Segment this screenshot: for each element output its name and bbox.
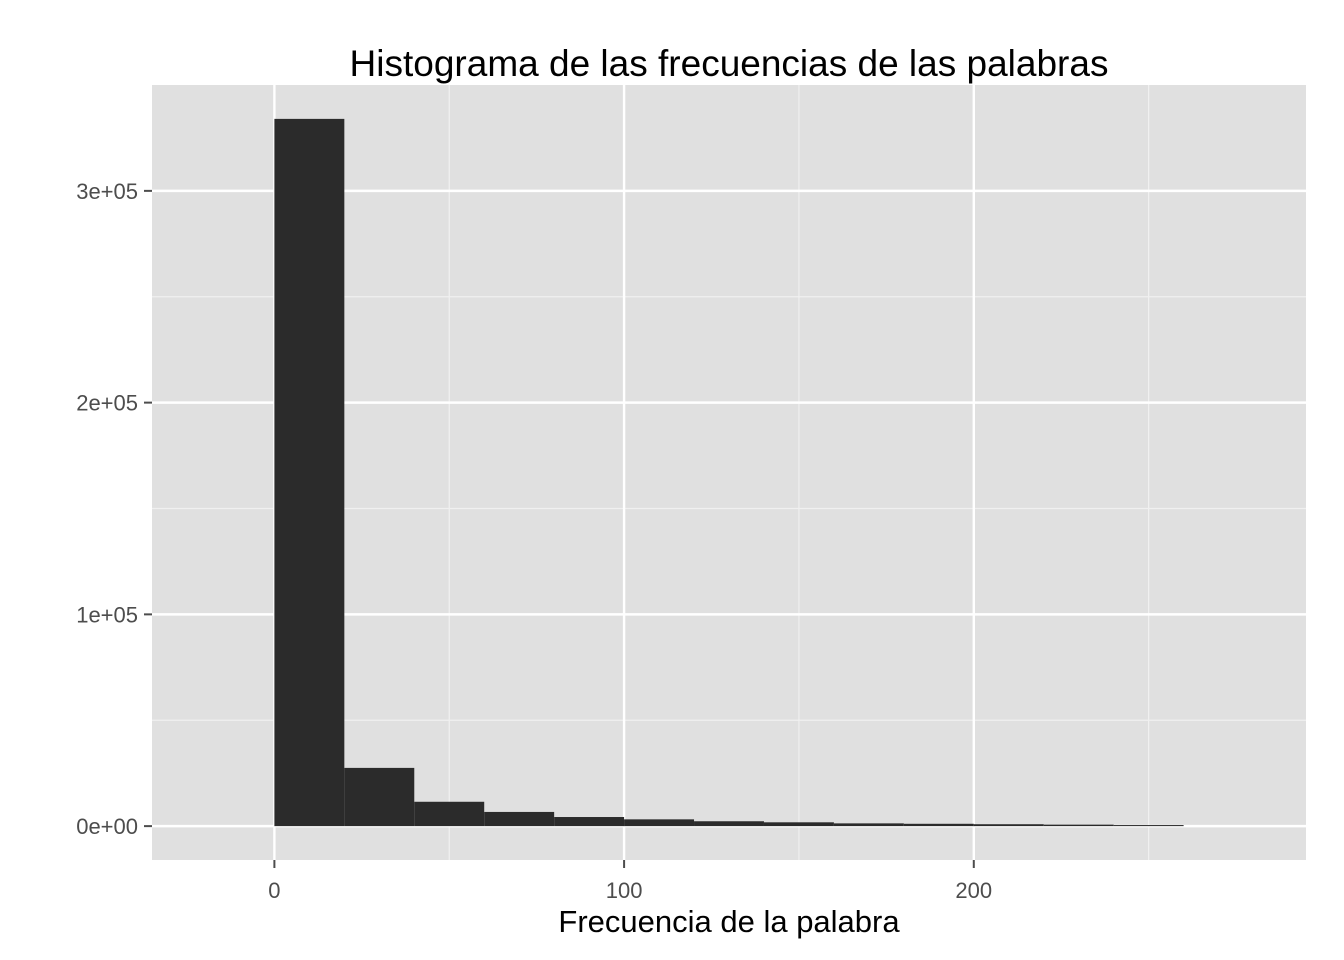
x-axis-title: Frecuencia de la palabra: [558, 904, 900, 939]
histogram-bars: [274, 118, 1184, 827]
axis-ticks: [144, 189, 975, 868]
x-tick-label: 200: [955, 878, 992, 903]
histogram-bar: [694, 821, 764, 827]
histogram-bar: [554, 817, 625, 827]
histogram-bar: [484, 811, 555, 827]
histogram-bar: [833, 823, 904, 827]
y-tick-label: 3e+05: [76, 179, 138, 204]
chart-title: Histograma de las frecuencias de las pal…: [350, 43, 1109, 84]
histogram-bar: [274, 118, 345, 827]
histogram-bar: [1043, 824, 1114, 827]
y-tick-label: 0e+00: [76, 814, 138, 839]
histogram-bar: [903, 823, 974, 827]
histogram-bar: [344, 767, 415, 827]
axis-tick-labels: 0 100 200 0e+00 1e+05 2e+05 3e+05: [76, 179, 992, 903]
x-tick-label: 100: [606, 878, 643, 903]
histogram-bar: [973, 824, 1044, 827]
y-tick-label: 2e+05: [76, 391, 138, 416]
y-tick-label: 1e+05: [76, 602, 138, 627]
histogram-bar: [763, 822, 834, 827]
x-tick-label: 0: [268, 878, 280, 903]
histogram-bar: [1113, 825, 1184, 827]
histogram-bar: [624, 819, 695, 827]
histogram-bar: [414, 801, 485, 827]
